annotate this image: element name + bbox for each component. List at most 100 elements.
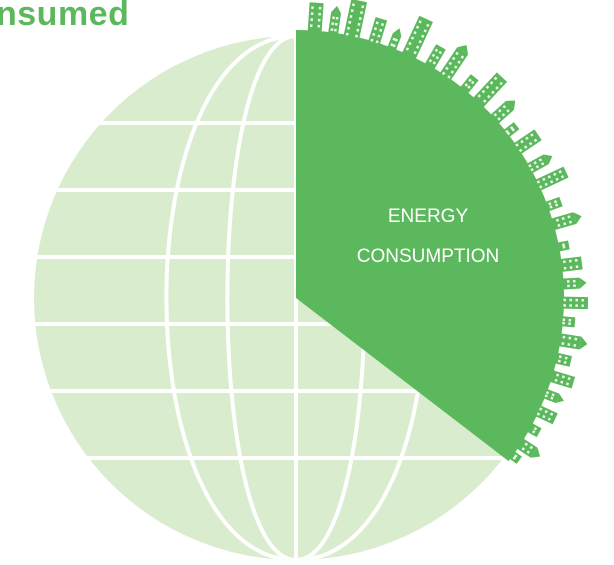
building-window	[567, 377, 571, 381]
skyline-building	[531, 384, 564, 404]
building-window	[523, 145, 528, 149]
building-window	[542, 414, 546, 419]
building-window	[392, 44, 396, 48]
building-window	[562, 335, 566, 339]
building-window	[545, 391, 550, 395]
building-window	[493, 76, 498, 81]
building-window	[370, 38, 374, 42]
building-window	[575, 304, 578, 307]
headline-fragment: nsumed	[0, 0, 130, 33]
building-window	[581, 304, 584, 308]
skyline-building	[537, 366, 576, 389]
building-window	[435, 56, 440, 60]
building-window	[457, 60, 461, 64]
building-window	[542, 177, 546, 182]
building-window	[372, 32, 376, 37]
building-window	[561, 216, 565, 221]
building-window	[548, 202, 552, 206]
building-window	[471, 80, 475, 85]
skyline-building	[306, 2, 324, 46]
building-window	[351, 3, 355, 7]
building-window	[544, 394, 548, 398]
building-window	[562, 321, 565, 325]
building-window	[544, 182, 548, 187]
building-window	[539, 407, 543, 411]
meridian-line	[164, 36, 297, 560]
building-window	[489, 81, 494, 85]
skyline-building	[542, 349, 573, 367]
building-window	[413, 31, 417, 35]
building-roof	[543, 154, 553, 165]
building-window	[568, 318, 572, 322]
building-window	[563, 360, 567, 364]
building-window	[415, 25, 420, 29]
skyline-building	[515, 154, 553, 180]
building-window	[448, 61, 453, 66]
building-window	[530, 167, 534, 172]
building-window	[530, 133, 534, 137]
building-window	[560, 380, 564, 384]
building-window	[520, 139, 524, 144]
building-window	[505, 129, 509, 134]
building-window	[511, 128, 516, 132]
building-roof	[457, 45, 469, 55]
skyline-building	[523, 399, 558, 425]
meridian-line	[225, 36, 297, 560]
building-body	[538, 212, 577, 234]
building-window	[572, 279, 576, 283]
skyline-building	[498, 443, 522, 464]
skyline-building	[548, 315, 576, 328]
building-window	[356, 28, 360, 32]
building-window	[421, 34, 425, 38]
building-window	[405, 47, 410, 51]
building-window	[358, 17, 362, 20]
building-window	[310, 18, 314, 22]
building-window	[380, 23, 385, 27]
building-window	[553, 172, 557, 176]
building-window	[482, 99, 487, 103]
building-window	[348, 20, 352, 24]
skyline-building	[502, 129, 542, 162]
building-window	[521, 447, 525, 451]
sector-label-line2: CONSUMPTION	[357, 246, 500, 267]
building-window	[563, 266, 567, 270]
building-window	[526, 450, 531, 454]
building-window	[561, 342, 565, 345]
building-body	[549, 296, 589, 310]
building-window	[533, 427, 538, 431]
building-window	[569, 298, 573, 302]
skyline-building	[326, 5, 342, 48]
city-skyline-icon	[306, 0, 589, 464]
building-window	[468, 78, 472, 83]
building-window	[485, 85, 490, 89]
building-window	[501, 113, 506, 117]
building-window	[509, 126, 514, 130]
building-window	[410, 36, 415, 40]
building-roof	[573, 212, 582, 224]
building-window	[418, 20, 422, 24]
building-window	[574, 337, 578, 341]
building-window	[360, 11, 363, 15]
building-window	[539, 185, 543, 189]
building-roof	[555, 393, 564, 404]
building-window	[547, 175, 551, 179]
building-body	[480, 100, 515, 133]
building-window	[379, 28, 383, 32]
building-window	[529, 445, 534, 450]
building-window	[499, 81, 503, 86]
skyline-building	[480, 100, 516, 133]
building-window	[467, 85, 471, 89]
skyline-building	[396, 15, 433, 71]
building-body	[523, 166, 569, 197]
building-body	[396, 15, 433, 71]
building-body	[515, 416, 542, 438]
skyline-building	[493, 122, 520, 146]
building-window	[377, 34, 381, 38]
building-window	[528, 164, 532, 168]
skyline-building	[538, 212, 582, 234]
building-window	[562, 260, 566, 264]
building-window	[562, 245, 566, 249]
building-window	[524, 442, 528, 446]
building-window	[495, 86, 499, 90]
skyline-building	[547, 256, 583, 274]
